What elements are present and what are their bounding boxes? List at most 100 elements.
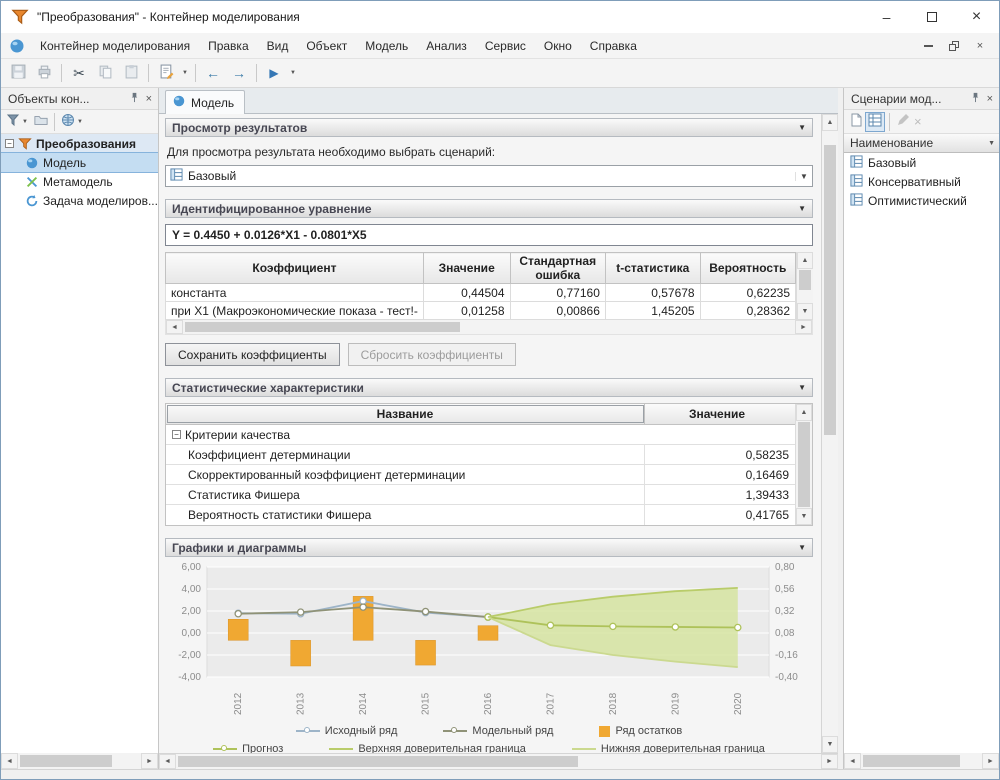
run-calculation-button[interactable]: ▶ — [261, 61, 287, 85]
menu-item-help[interactable]: Справка — [589, 38, 637, 53]
copy-button[interactable] — [92, 61, 118, 85]
column-header[interactable]: t-статистика — [604, 252, 701, 284]
new-scenario-button[interactable] — [847, 112, 865, 132]
document-hscrollbar[interactable]: ◄ ► — [159, 753, 838, 769]
table-row[interactable]: константа 0,44504 0,77160 0,57678 0,6223… — [165, 283, 797, 302]
edit-scenario-button[interactable] — [894, 112, 912, 132]
scroll-track[interactable] — [18, 753, 141, 769]
forward-button[interactable]: → — [226, 61, 252, 85]
back-button[interactable]: ← — [200, 61, 226, 85]
section-results-header[interactable]: Просмотр результатов ▼ — [165, 118, 813, 137]
reset-coefficients-button[interactable]: Сбросить коэффициенты — [347, 343, 516, 366]
collapse-icon[interactable]: ▼ — [798, 204, 806, 213]
scenarios-column-header[interactable]: Наименование ▼ — [844, 134, 999, 153]
scroll-thumb[interactable] — [799, 270, 811, 290]
tree-item-modeling-task[interactable]: Задача моделиров... — [1, 191, 158, 210]
mdi-minimize-button[interactable] — [915, 37, 941, 55]
scroll-right-icon[interactable]: ► — [821, 754, 838, 769]
panel-close-icon[interactable]: × — [986, 92, 993, 105]
pin-icon[interactable] — [970, 92, 981, 106]
column-header[interactable]: Вероятность — [699, 252, 797, 284]
stats-row[interactable]: Коэффициент детерминации 0,58235 — [166, 445, 795, 465]
panel-splitter[interactable] — [838, 88, 843, 769]
column-header-value[interactable]: Значение — [688, 407, 746, 421]
combo-dropdown-icon[interactable]: ▼ — [795, 171, 812, 181]
stats-row[interactable]: Статистика Фишера 1,39433 — [166, 485, 795, 505]
scroll-thumb[interactable] — [824, 145, 836, 435]
tree-item-transformations[interactable]: − Преобразования — [1, 134, 158, 153]
scroll-up-icon[interactable]: ▲ — [797, 252, 813, 269]
scroll-left-icon[interactable]: ◄ — [166, 320, 183, 334]
mdi-restore-button[interactable] — [941, 37, 967, 55]
table-row[interactable]: при X1 (Макроэкономические показа - тест… — [165, 301, 797, 320]
stats-row[interactable]: Скорректированный коэффициент детерминац… — [166, 465, 795, 485]
minimize-button[interactable]: – — [864, 1, 909, 33]
scroll-thumb[interactable] — [178, 756, 578, 767]
edit-report-dropdown[interactable]: ▼ — [179, 61, 191, 85]
column-header[interactable]: Коэффициент — [165, 252, 424, 284]
save-button[interactable] — [5, 61, 31, 85]
coefficients-vscrollbar[interactable]: ▲ ▼ — [796, 252, 813, 320]
tree-item-model[interactable]: Модель — [1, 152, 158, 173]
list-item-optimistic[interactable]: Оптимистический — [844, 191, 999, 210]
panel-close-icon[interactable]: × — [145, 92, 152, 105]
scroll-down-icon[interactable]: ▼ — [797, 303, 813, 320]
list-item-conservative[interactable]: Консервативный — [844, 172, 999, 191]
objects-panel-hscrollbar[interactable]: ◄ ► — [1, 753, 158, 769]
menu-item-analysis[interactable]: Анализ — [426, 38, 467, 53]
scroll-left-icon[interactable]: ◄ — [159, 754, 176, 769]
collapse-icon[interactable]: ▼ — [798, 543, 806, 552]
column-header-name[interactable]: Название — [166, 404, 645, 424]
scroll-thumb[interactable] — [185, 322, 461, 332]
filter-button[interactable]: ▼ — [4, 112, 32, 132]
document-vscrollbar[interactable]: ▲ ▼ — [821, 114, 838, 753]
print-button[interactable] — [31, 61, 57, 85]
scroll-thumb[interactable] — [863, 755, 960, 767]
collapse-icon[interactable]: ▼ — [798, 123, 806, 132]
list-item-base[interactable]: Базовый — [844, 153, 999, 172]
coefficients-hscrollbar[interactable]: ◄ ► — [165, 320, 813, 335]
maximize-button[interactable] — [909, 1, 954, 33]
scroll-up-icon[interactable]: ▲ — [796, 404, 812, 421]
stats-group-row[interactable]: − Критерии качества — [166, 425, 795, 445]
delete-scenario-button[interactable]: × — [912, 112, 924, 132]
menu-item-window[interactable]: Окно — [543, 38, 572, 53]
cut-button[interactable]: ✂ — [66, 61, 92, 85]
filter-dropdown-icon[interactable]: ▼ — [988, 139, 995, 147]
scroll-down-icon[interactable]: ▼ — [796, 508, 812, 525]
scroll-thumb[interactable] — [798, 422, 810, 507]
scroll-left-icon[interactable]: ◄ — [844, 753, 861, 769]
run-dropdown[interactable]: ▼ — [287, 61, 299, 85]
menu-item-object[interactable]: Объект — [306, 38, 348, 53]
column-header[interactable]: Значение — [422, 252, 511, 284]
section-charts-header[interactable]: Графики и диаграммы ▼ — [165, 538, 813, 557]
menu-item-view[interactable]: Вид — [266, 38, 289, 53]
menu-item-edit[interactable]: Правка — [208, 38, 249, 53]
scroll-down-icon[interactable]: ▼ — [822, 736, 838, 753]
collapse-expander-icon[interactable]: − — [5, 139, 14, 148]
collapse-expander-icon[interactable]: − — [172, 430, 181, 439]
paste-button[interactable] — [118, 61, 144, 85]
scroll-right-icon[interactable]: ► — [982, 753, 999, 769]
menu-item-model[interactable]: Модель — [365, 38, 409, 53]
scroll-right-icon[interactable]: ► — [795, 320, 812, 334]
mdi-close-button[interactable]: × — [967, 37, 993, 55]
scroll-thumb[interactable] — [20, 755, 113, 767]
stats-row[interactable]: Вероятность статистики Фишера 0,41765 — [166, 505, 795, 525]
view-mode-button[interactable]: ▼ — [59, 112, 87, 132]
tab-model[interactable]: Модель — [165, 90, 246, 114]
close-button[interactable]: × — [954, 1, 999, 33]
tree-item-metamodel[interactable]: Метамодель — [1, 172, 158, 191]
menu-item-service[interactable]: Сервис — [484, 38, 526, 53]
section-equation-header[interactable]: Идентифицированное уравнение ▼ — [165, 199, 813, 218]
collapse-icon[interactable]: ▼ — [798, 383, 806, 392]
scroll-right-icon[interactable]: ► — [141, 753, 158, 769]
menu-item-container[interactable]: Контейнер моделирования — [40, 38, 191, 53]
scroll-left-icon[interactable]: ◄ — [1, 753, 18, 769]
scenarios-panel-hscrollbar[interactable]: ◄ ► — [844, 753, 999, 769]
scroll-up-icon[interactable]: ▲ — [822, 114, 838, 131]
pin-icon[interactable] — [129, 92, 140, 106]
save-coefficients-button[interactable]: Сохранить коэффициенты — [165, 343, 340, 366]
scenario-combobox[interactable]: Базовый ▼ — [165, 165, 813, 187]
edit-report-button[interactable] — [153, 61, 179, 85]
